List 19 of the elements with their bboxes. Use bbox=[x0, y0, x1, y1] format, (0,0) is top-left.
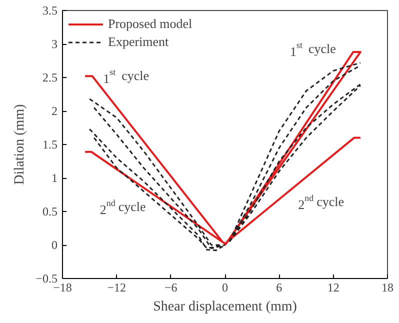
x-axis-title: Shear displacement (mm) bbox=[153, 300, 298, 314]
y-tick-label: 3.5 bbox=[42, 4, 58, 18]
x-tick-label: 6 bbox=[276, 280, 282, 294]
y-axis-title: Dilation (mm) bbox=[12, 104, 28, 185]
x-tick-label: −12 bbox=[107, 280, 126, 294]
y-tick-label: 0.5 bbox=[42, 204, 58, 218]
legend-label: Experiment bbox=[108, 34, 169, 50]
x-tick-label: 0 bbox=[222, 280, 228, 294]
y-tick-label: 2.5 bbox=[42, 70, 58, 84]
y-tick-label: 1.5 bbox=[42, 138, 58, 152]
y-tick-label: 1 bbox=[52, 171, 58, 185]
y-tick-label: 3 bbox=[52, 37, 58, 51]
x-tick-label: 18 bbox=[382, 280, 394, 294]
x-tick-label: −6 bbox=[164, 280, 178, 294]
y-tick-label: 2 bbox=[52, 104, 58, 118]
x-tick-label: 12 bbox=[327, 280, 340, 294]
y-tick-label: 0 bbox=[52, 238, 58, 252]
legend-label: Proposed model bbox=[108, 16, 192, 32]
y-tick-label: −0.5 bbox=[36, 272, 58, 286]
